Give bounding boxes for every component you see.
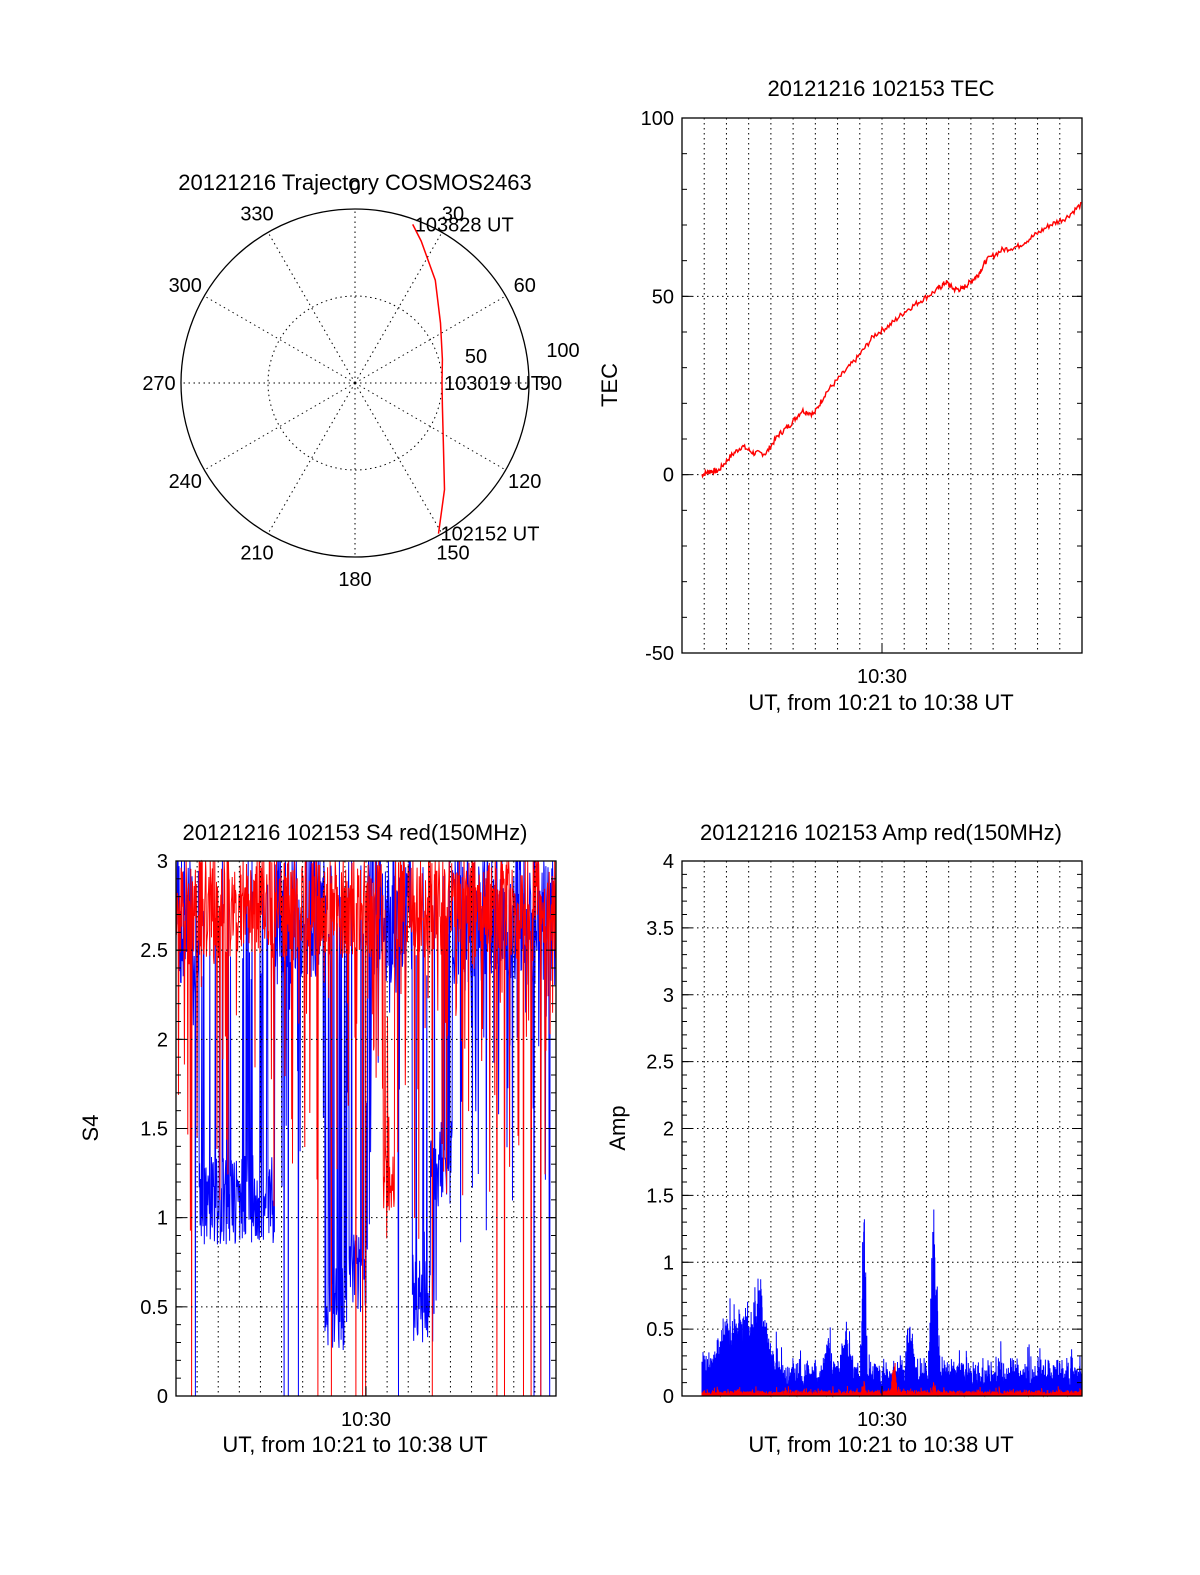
angle-tick-label: 210 [240, 543, 273, 565]
polar-grid-spoke [354, 382, 506, 471]
y-tick-label: -50 [645, 643, 674, 665]
y-tick-label: 1.5 [140, 1119, 168, 1141]
angle-tick-label: 0 [349, 177, 360, 199]
chart-title: 20121216 Trajectory COSMOS2463 [178, 170, 531, 195]
amp-chart: 20121216 102153 Amp red(150MHz) 0 0.5 1 1.5… [605, 820, 1083, 1457]
y-axis-label: Amp [605, 1105, 630, 1150]
time-annotation: 103019 UT [444, 373, 543, 395]
y-tick-label: 2.5 [140, 940, 168, 962]
y-tick-label: 2.5 [646, 1052, 674, 1074]
polar-grid-spoke [354, 232, 443, 384]
angle-tick-label: 60 [514, 275, 536, 297]
angle-tick-label: 120 [508, 471, 541, 493]
polar-outer-circle [180, 208, 530, 558]
polar-grid-spoke [354, 382, 443, 534]
radius-tick-label: 100 [546, 340, 579, 362]
polar-grid-spoke [267, 232, 356, 384]
angle-tick-label: 270 [142, 373, 175, 395]
x-axis-label: UT, from 10:21 to 10:38 UT [222, 1432, 487, 1457]
s4-chart: 20121216 102153 S4 red(150MHz) 0 0.5 1 1.5 2… [78, 820, 557, 1457]
angle-tick-label: 30 [442, 203, 464, 225]
y-tick-label: 0 [663, 1386, 674, 1408]
y-tick-label: 0 [157, 1386, 168, 1408]
y-tick-label: 1 [663, 1252, 674, 1274]
y-tick-label: 1 [157, 1208, 168, 1230]
y-tick-label: 4 [663, 851, 674, 873]
y-tick-label: 0.5 [140, 1297, 168, 1319]
angle-tick-label: 180 [338, 569, 371, 591]
y-tick-label: 0.5 [646, 1319, 674, 1341]
tec-series-line [701, 201, 1082, 479]
s4-series-line [175, 859, 557, 1397]
x-axis-label: UT, from 10:21 to 10:38 UT [748, 690, 1013, 715]
y-tick-label: 3 [157, 851, 168, 873]
chart-title: 20121216 102153 Amp red(150MHz) [700, 820, 1062, 845]
trajectory-polar-chart: 20121216 Trajectory COSMOS2463 0 30 60 90 12… [142, 170, 579, 591]
chart-title: 20121216 102153 S4 red(150MHz) [183, 820, 528, 845]
y-tick-label: 0 [663, 465, 674, 487]
polar-grid-spoke [204, 382, 356, 471]
y-tick-label: 2 [663, 1119, 674, 1141]
x-tick-label: 10:30 [857, 666, 907, 688]
chart-title: 20121216 102153 TEC [767, 76, 994, 101]
x-axis-label: UT, from 10:21 to 10:38 UT [748, 1432, 1013, 1457]
x-tick-label: 10:30 [857, 1409, 907, 1431]
angle-tick-label: 300 [169, 275, 202, 297]
polar-grid-spoke [267, 382, 356, 534]
y-tick-label: 2 [157, 1029, 168, 1051]
angle-tick-label: 330 [240, 203, 273, 225]
y-tick-label: 3.5 [646, 918, 674, 940]
radius-tick-label: 50 [465, 346, 487, 368]
y-tick-label: 50 [652, 286, 674, 308]
y-axis-label: TEC [597, 363, 622, 407]
y-tick-label: 100 [641, 108, 674, 130]
polar-grid-spoke [354, 295, 506, 384]
y-tick-label: 3 [663, 985, 674, 1007]
time-annotation: 103828 UT [415, 214, 514, 236]
angle-tick-label: 90 [540, 373, 562, 395]
trajectory-line [412, 224, 446, 534]
y-tick-label: 1.5 [646, 1185, 674, 1207]
x-tick-label: 10:30 [341, 1409, 391, 1431]
time-annotation: 102152 UT [441, 524, 540, 546]
amp-series-line [701, 1209, 1083, 1397]
y-axis-label: S4 [78, 1115, 103, 1142]
angle-tick-label: 240 [169, 471, 202, 493]
polar-grid-spoke [204, 295, 356, 384]
tec-chart: 20121216 102153 TEC -50 0 50 100 10:30 UT, f… [597, 76, 1083, 715]
angle-tick-label: 150 [436, 543, 469, 565]
